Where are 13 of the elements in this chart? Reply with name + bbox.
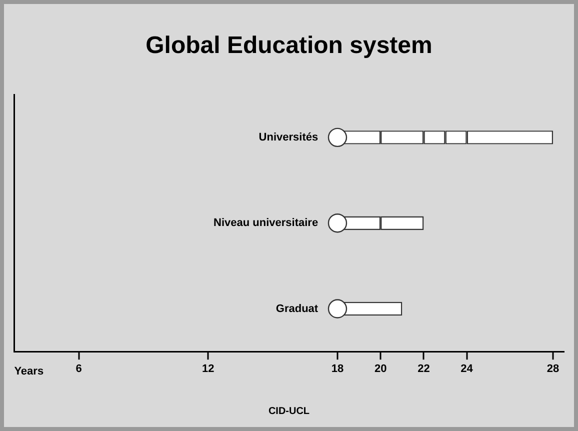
text: CID-UCL [267, 406, 311, 417]
x-tick-label: 6 [76, 363, 82, 376]
x-tick-label: 12 [202, 363, 214, 376]
x-tick-label: 28 [546, 363, 560, 376]
chart-title: Global Education system [144, 32, 434, 60]
x-tick-label: 24 [460, 363, 474, 376]
y-tick-label: Universités [258, 131, 318, 144]
x-tick-label: 20 [374, 363, 387, 376]
x-tick-label: 18 [331, 363, 344, 376]
y-tick-label: Niveau universitaire [214, 217, 318, 230]
y-tick-label: Graduat [276, 302, 318, 315]
x-tick-label: 22 [418, 363, 430, 376]
x-axis-title: Years [14, 365, 44, 378]
